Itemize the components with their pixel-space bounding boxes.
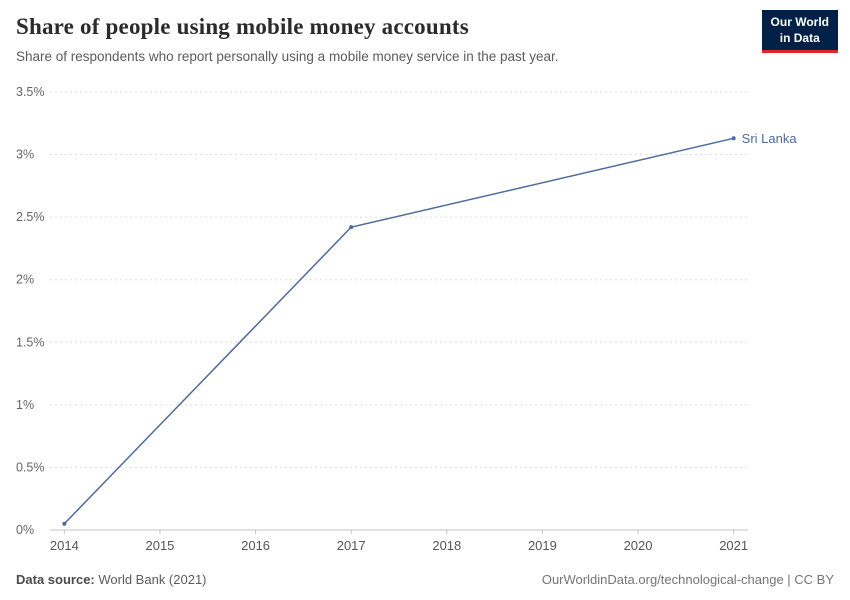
x-tick-label: 2014 — [50, 538, 79, 553]
y-tick-label: 0.5% — [16, 460, 45, 474]
data-source: Data source: World Bank (2021) — [16, 572, 207, 587]
data-source-value: World Bank (2021) — [94, 572, 207, 587]
data-source-label: Data source: — [16, 572, 95, 587]
y-tick-label: 3.5% — [16, 85, 45, 99]
chart-subtitle: Share of respondents who report personal… — [16, 49, 559, 64]
page-title: Share of people using mobile money accou… — [16, 14, 469, 39]
owid-logo[interactable]: Our World in Data — [761, 10, 838, 54]
owid-logo-line1: Our World — [770, 15, 829, 29]
chart-header: Share of people using mobile money accou… — [16, 10, 838, 64]
x-tick-label: 2018 — [432, 538, 461, 553]
data-point[interactable] — [62, 521, 67, 526]
y-tick-label: 2% — [16, 273, 34, 287]
data-point[interactable] — [731, 136, 736, 141]
x-tick-label: 2015 — [145, 538, 174, 553]
line-chart[interactable]: 0% 0.5% 1% 1.5% 2% 2.5% 3% 3.5% 2014 2015 2016 2017… — [0, 0, 850, 565]
y-tick-label: 0% — [16, 523, 34, 537]
x-tick-label: 2020 — [624, 538, 653, 553]
data-point[interactable] — [349, 225, 354, 230]
owid-logo-line2: in Data — [779, 30, 820, 45]
x-tick-label: 2016 — [241, 538, 270, 553]
credit-link[interactable]: OurWorldinData.org/technological-change … — [541, 572, 834, 587]
chart-footer: Data source: World Bank (2021) OurWorldi… — [16, 572, 834, 587]
series-line[interactable] — [63, 137, 734, 525]
x-tick-label: 2021 — [719, 538, 748, 553]
series-end-label: Sri Lanka — [742, 131, 798, 146]
y-tick-label: 3% — [16, 148, 34, 162]
y-tick-label: 1.5% — [16, 335, 45, 349]
x-tick-label: 2019 — [528, 538, 557, 553]
x-tick-label: 2017 — [337, 538, 366, 553]
y-tick-label: 2.5% — [16, 210, 45, 224]
y-tick-label: 1% — [16, 398, 34, 412]
